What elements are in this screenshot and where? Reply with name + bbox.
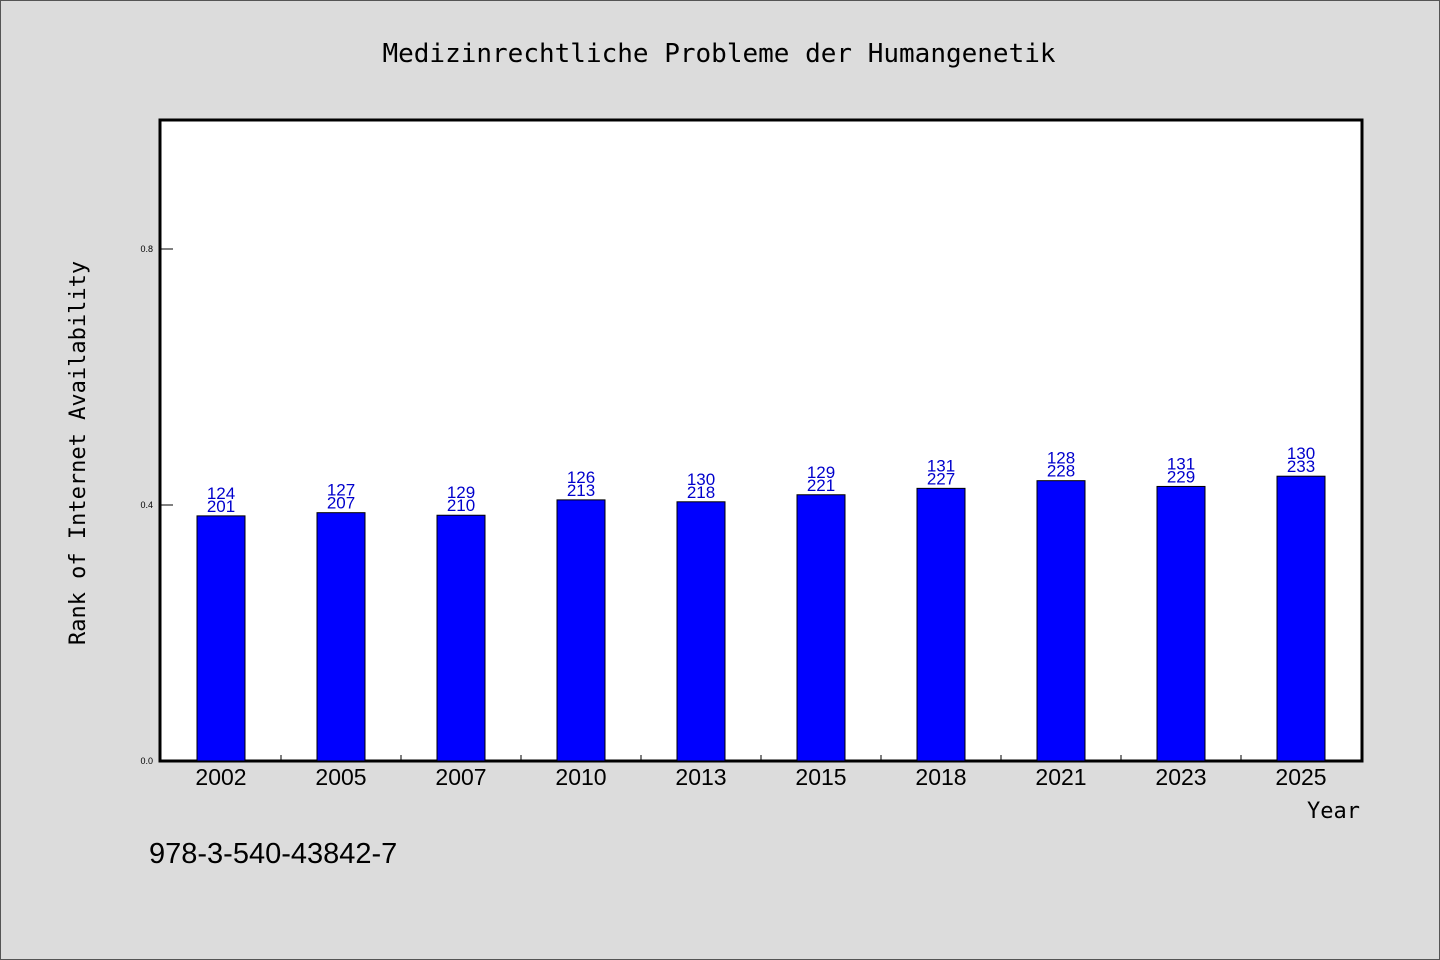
x-tick-label: 2025 (1275, 764, 1326, 790)
bar-bottom-label: 201 (207, 497, 235, 516)
bar-2013 (676, 501, 726, 762)
bar-top-label: 127 (327, 481, 355, 500)
bar-bottom-label: 218 (687, 483, 715, 502)
x-tick-label: 2015 (795, 764, 846, 790)
bar-top-label: 129 (807, 463, 835, 482)
x-tick-label: 2002 (195, 764, 246, 790)
x-tick-label: 2007 (435, 764, 486, 790)
bar-2021 (1036, 480, 1086, 762)
bar-bottom-label: 213 (567, 481, 595, 500)
bar-bottom-label: 227 (927, 469, 955, 488)
x-tick-label: 2013 (675, 764, 726, 790)
bar-2023 (1156, 485, 1206, 762)
bar-top-label: 124 (207, 484, 235, 503)
x-axis-ticks: 2002 2005 2007 2010 2013 2015 2018 2021 2023 2025 (195, 755, 1327, 790)
bar-bottom-label: 221 (807, 476, 835, 495)
bar-top-label: 131 (1167, 454, 1195, 473)
bar-2010 (556, 499, 606, 762)
bar-2007 (436, 514, 486, 762)
bar-2018 (916, 487, 966, 762)
y-tick-label: 0.0 (140, 756, 153, 766)
bar-labels-group: 1242011272071292101262131302181292211312… (207, 444, 1315, 516)
footer-isbn: 978-3-540-43842-7 (149, 838, 397, 870)
bar-2025 (1276, 475, 1326, 762)
bar-top-label: 128 (1047, 449, 1075, 468)
x-tick-label: 2018 (915, 764, 966, 790)
bar-2002 (196, 515, 246, 762)
bar-top-label: 129 (447, 483, 475, 502)
bar-2015 (796, 494, 846, 762)
y-tick-label: 0.8 (140, 244, 153, 254)
x-tick-label: 2023 (1155, 764, 1206, 790)
bar-bottom-label: 228 (1047, 462, 1075, 481)
bar-bottom-label: 229 (1167, 467, 1195, 486)
bar-bottom-label: 233 (1287, 457, 1315, 476)
y-axis-ticks: 0.0 0.4 0.8 (140, 244, 173, 766)
chart-title: Medizinrechtliche Probleme der Humangene… (382, 39, 1055, 69)
x-tick-label: 2005 (315, 764, 366, 790)
bar-bottom-label: 207 (327, 494, 355, 513)
x-axis-label: Year (1307, 799, 1360, 824)
y-axis-label: Rank of Internet Availability (66, 261, 91, 645)
bar-top-label: 130 (1287, 444, 1315, 463)
bar-top-label: 130 (687, 470, 715, 489)
x-tick-label: 2010 (555, 764, 606, 790)
bars-group (196, 475, 1326, 762)
y-tick-label: 0.4 (140, 500, 153, 510)
bar-2005 (316, 512, 366, 762)
bar-top-label: 131 (927, 456, 955, 475)
x-tick-label: 2021 (1035, 764, 1086, 790)
bar-top-label: 126 (567, 468, 595, 487)
bar-bottom-label: 210 (447, 496, 475, 515)
